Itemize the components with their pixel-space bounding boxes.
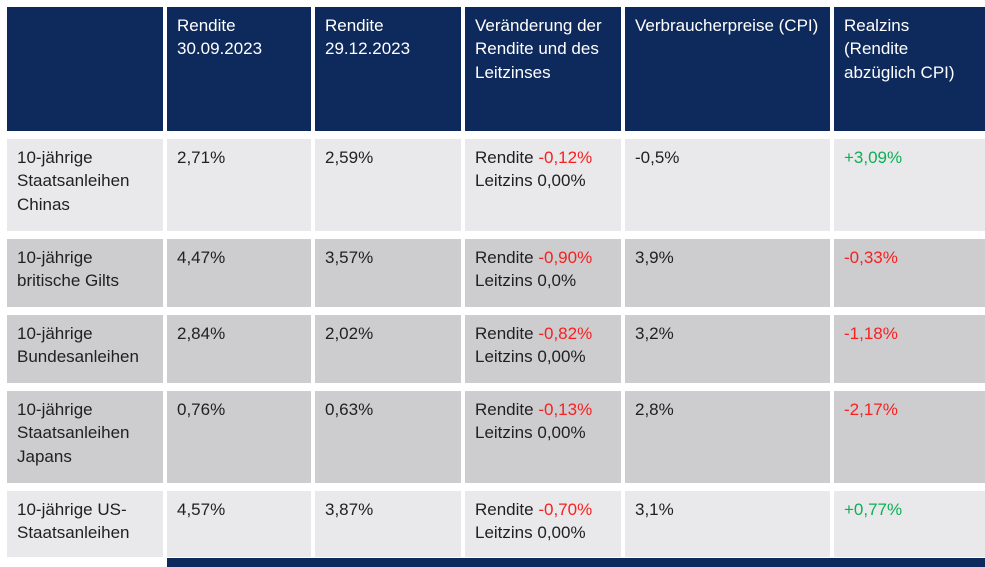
row-label-japan: 10-jährige Staatsanleihen Japans [7, 391, 163, 483]
yield-sep-china: 2,71% [167, 139, 311, 231]
realzins-cell-bund: -1,18% [834, 315, 985, 383]
change-rendite-line: Rendite -0,82% [475, 322, 611, 345]
change-leitzins-value: 0,00% [537, 171, 586, 191]
change-cell-gilts: Rendite -0,90% Leitzins 0,0% [465, 239, 621, 307]
change-rendite-line: Rendite -0,70% [475, 498, 611, 521]
header-empty-cell [7, 7, 163, 131]
yield-dec-gilts: 3,57% [315, 239, 461, 307]
row-label-bund: 10-jährige Bundesanleihen [7, 315, 163, 383]
change-rendite-line: Rendite -0,90% [475, 246, 611, 269]
table-bottom-accent-bar [167, 558, 985, 567]
cpi-bund: 3,2% [625, 315, 830, 383]
change-leitzins-line: Leitzins 0,0% [475, 269, 611, 292]
yield-sep-us: 4,57% [167, 491, 311, 557]
change-rendite-label: Rendite [475, 500, 534, 519]
realzins-value: +3,09% [844, 148, 903, 167]
change-rendite-label: Rendite [475, 248, 534, 267]
realzins-cell-gilts: -0,33% [834, 239, 985, 307]
realzins-cell-us: +0,77% [834, 491, 985, 557]
change-leitzins-line: Leitzins 0,00% [475, 345, 611, 368]
yield-dec-china: 2,59% [315, 139, 461, 231]
change-rendite-value: -0,12% [538, 148, 593, 167]
change-rendite-line: Rendite -0,13% [475, 398, 611, 421]
change-rendite-label: Rendite [475, 148, 534, 167]
cpi-us: 3,1% [625, 491, 830, 557]
change-leitzins-label: Leitzins [475, 347, 533, 367]
cpi-china: -0,5% [625, 139, 830, 231]
yield-dec-japan: 0,63% [315, 391, 461, 483]
yield-dec-bund: 2,02% [315, 315, 461, 383]
change-leitzins-line: Leitzins 0,00% [475, 169, 611, 192]
change-leitzins-label: Leitzins [475, 423, 533, 443]
realzins-value: -0,33% [844, 248, 898, 267]
realzins-value: +0,77% [844, 500, 903, 519]
change-leitzins-value: 0,0% [537, 271, 577, 291]
change-rendite-value: -0,13% [538, 400, 593, 419]
realzins-value: -2,17% [844, 400, 898, 419]
header-rendite-dec-2023: Rendite 29.12.2023 [315, 7, 461, 131]
change-rendite-label: Rendite [475, 324, 534, 343]
change-leitzins-value: 0,00% [537, 523, 586, 543]
change-cell-us: Rendite -0,70% Leitzins 0,00% [465, 491, 621, 557]
change-leitzins-label: Leitzins [475, 523, 533, 543]
change-rendite-value: -0,90% [538, 248, 593, 267]
change-rendite-label: Rendite [475, 400, 534, 419]
bond-yield-table: Rendite 30.09.2023 Rendite 29.12.2023 Ve… [7, 7, 985, 557]
header-veraenderung: Veränderung der Rendite und des Leitzins… [465, 7, 621, 131]
change-leitzins-value: 0,00% [537, 347, 586, 367]
header-realzins: Realzins (Rendite abzüglich CPI) [834, 7, 985, 131]
change-leitzins-line: Leitzins 0,00% [475, 421, 611, 444]
row-label-us: 10-jährige US-Staatsanleihen [7, 491, 163, 557]
change-rendite-value: -0,70% [538, 500, 593, 519]
change-leitzins-value: 0,00% [537, 423, 586, 443]
change-rendite-value: -0,82% [538, 324, 593, 343]
change-cell-china: Rendite -0,12% Leitzins 0,00% [465, 139, 621, 231]
yield-sep-bund: 2,84% [167, 315, 311, 383]
header-rendite-sep-2023: Rendite 30.09.2023 [167, 7, 311, 131]
change-leitzins-label: Leitzins [475, 271, 533, 291]
realzins-value: -1,18% [844, 324, 898, 343]
change-leitzins-line: Leitzins 0,00% [475, 521, 611, 544]
yield-sep-japan: 0,76% [167, 391, 311, 483]
yield-dec-us: 3,87% [315, 491, 461, 557]
row-label-china: 10-jährige Staatsanleihen Chinas [7, 139, 163, 231]
realzins-cell-china: +3,09% [834, 139, 985, 231]
change-leitzins-label: Leitzins [475, 171, 533, 191]
change-rendite-line: Rendite -0,12% [475, 146, 611, 169]
change-cell-bund: Rendite -0,82% Leitzins 0,00% [465, 315, 621, 383]
row-label-gilts: 10-jährige britische Gilts [7, 239, 163, 307]
cpi-japan: 2,8% [625, 391, 830, 483]
header-verbraucherpreise-cpi: Verbraucherpreise (CPI) [625, 7, 830, 131]
yield-sep-gilts: 4,47% [167, 239, 311, 307]
change-cell-japan: Rendite -0,13% Leitzins 0,00% [465, 391, 621, 483]
cpi-gilts: 3,9% [625, 239, 830, 307]
realzins-cell-japan: -2,17% [834, 391, 985, 483]
